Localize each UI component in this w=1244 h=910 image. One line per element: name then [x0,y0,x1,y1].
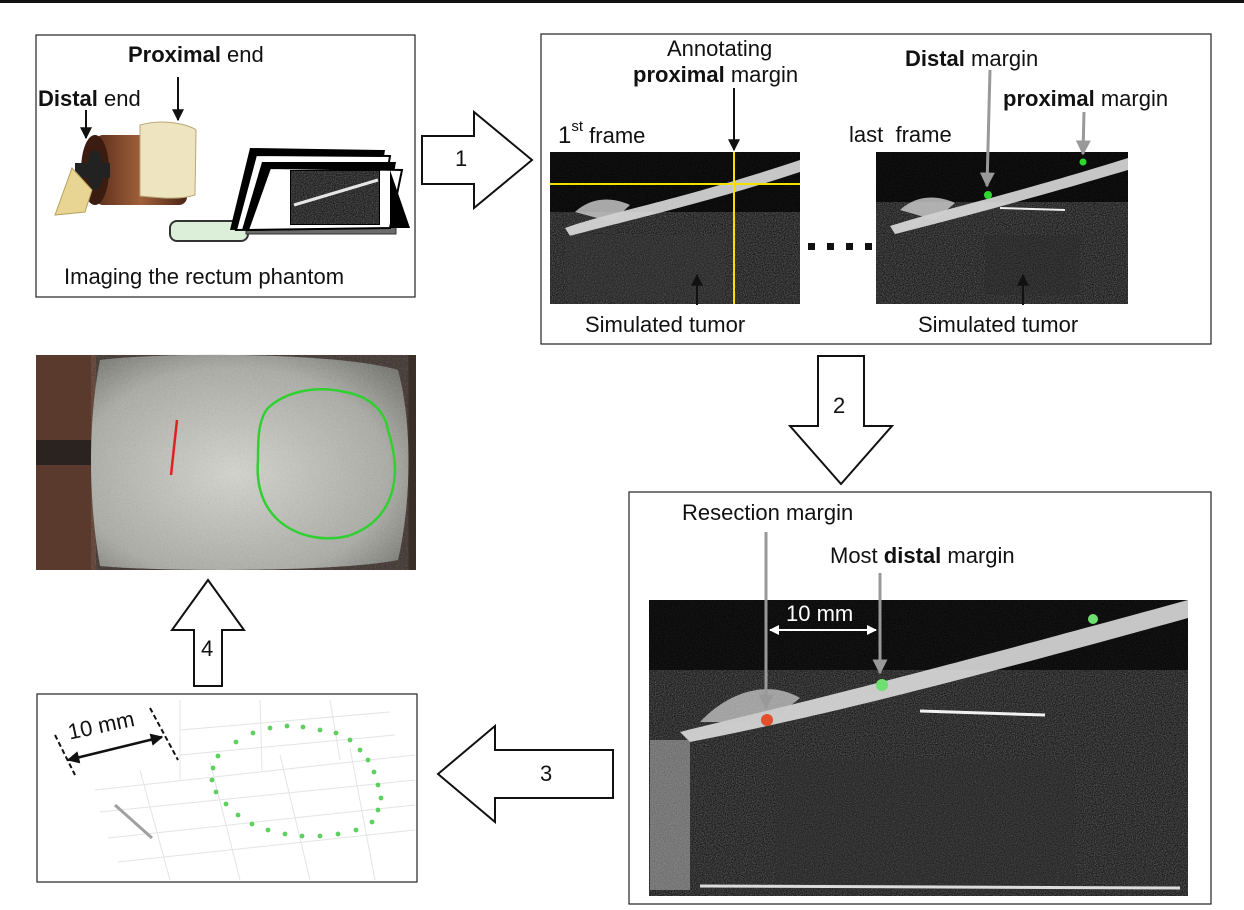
tumor-contour-line [256,388,397,540]
most-distal-margin-label: Most distal margin [830,543,1015,568]
resection-margin-point [761,714,773,726]
resection-line-3d [114,803,153,840]
3d-grid [94,699,416,881]
step-number-3: 3 [540,761,553,786]
step-arrow-2 [787,355,895,486]
step-number-2: 2 [833,393,846,418]
first-frame-label: 1st frame [558,118,646,149]
frame-ellipsis [808,243,872,250]
step-number-4: 4 [201,636,214,661]
simulated-tumor-label-left: Simulated tumor [585,312,746,337]
distal-margin-point [984,191,992,199]
proximal-margin-pointer [1075,111,1091,156]
distal-margin-label: Distal margin [905,46,1039,71]
proximal-margin-label: proximal margin [1003,86,1169,111]
simulated-tumor-label-right: Simulated tumor [918,312,1079,337]
most-distal-margin-point [876,679,888,691]
resection-cut-line [169,419,179,476]
step-arrow-3 [436,723,614,825]
annotating-label-line2: proximal margin [633,62,799,87]
proximal-end-label: Proximal end [128,42,264,67]
panel1-caption: Imaging the rectum phantom [64,264,345,289]
resection-margin-label: Resection margin [682,500,854,525]
tumor-contour-points [209,723,384,839]
step-arrow-4 [170,578,246,687]
panel-3d-reconstruction [36,693,418,883]
distal-margin-pointer [979,69,995,188]
proximal-margin-point [1079,158,1087,166]
panel-resection-margin [628,491,1212,905]
last-frame-label: last frame [849,122,952,147]
step-arrow-1 [421,109,534,211]
annotating-label-line1: Annotating [667,36,773,61]
proximal-margin-point-2 [1088,614,1098,624]
ten-mm-label-ultrasound: 10 mm [786,601,854,626]
ultrasound-probe-image [169,148,410,242]
panel-phantom-photo [36,354,416,570]
ten-mm-scale-3d [54,707,179,776]
last-frame-image [876,152,1128,304]
panel-margin-annotation [540,33,1212,345]
top-border-line [0,0,1244,3]
panel-imaging-phantom [35,34,416,298]
step-number-1: 1 [455,146,468,171]
resection-ultrasound-image [649,600,1188,896]
distal-end-label: Distal end [38,86,141,111]
rectum-phantom-image [54,121,197,216]
first-frame-image [550,152,800,304]
